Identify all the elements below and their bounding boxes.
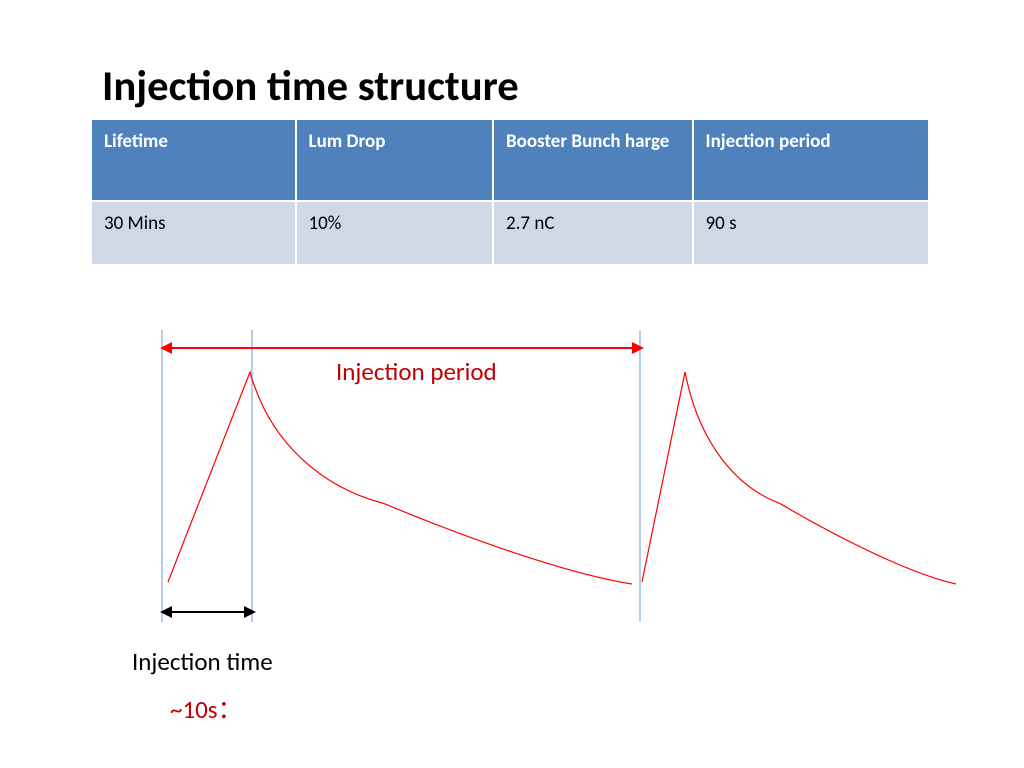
table-header-cell: Lifetime: [91, 119, 296, 201]
table-cell: 30 Mins: [91, 201, 296, 265]
table-header-cell: Injection period: [693, 119, 929, 201]
diagram-svg: [130, 322, 960, 652]
table-row: 30 Mins10%2.7 nC90 s: [91, 201, 929, 265]
params-table: LifetimeLum DropBooster Bunch hargeInjec…: [90, 118, 930, 266]
injection-diagram: Injection period Injection time ~10s：: [130, 322, 960, 652]
page-title: Injection time structure: [102, 60, 519, 112]
injection-time-label: Injection time: [132, 646, 273, 677]
table-header-cell: Lum Drop: [296, 119, 493, 201]
table-cell: 2.7 nC: [493, 201, 693, 265]
table-header-row: LifetimeLum DropBooster Bunch hargeInjec…: [91, 119, 929, 201]
table-header-cell: Booster Bunch harge: [493, 119, 693, 201]
table-cell: 90 s: [693, 201, 929, 265]
table-cell: 10%: [296, 201, 493, 265]
injection-duration-label: ~10s：: [170, 690, 243, 726]
injection-period-label: Injection period: [336, 356, 497, 387]
